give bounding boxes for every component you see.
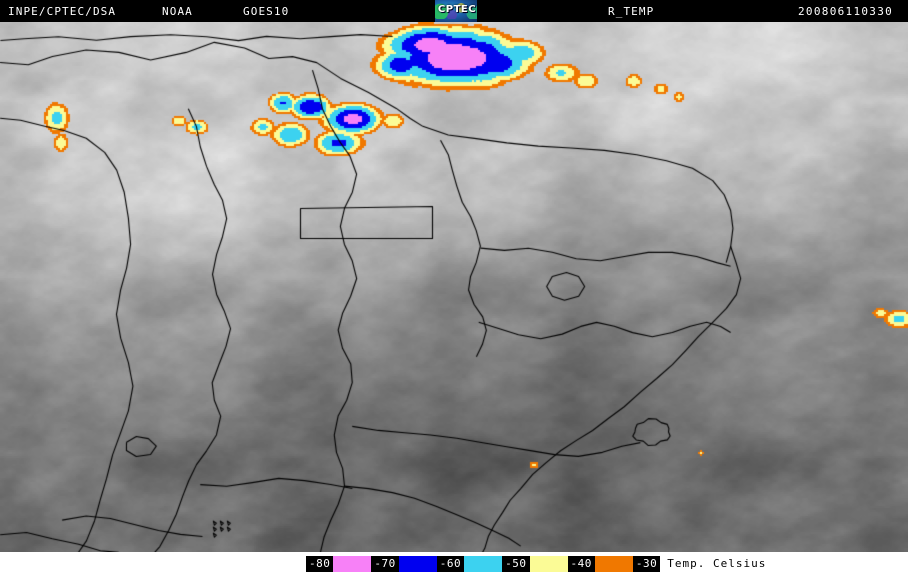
legend-swatch-blue [398, 556, 437, 572]
legend-swatch-violet [333, 556, 372, 572]
logo-text: CPTEC [437, 4, 477, 15]
satellite-image-canvas [0, 22, 908, 552]
legend-tick: -70 [371, 556, 399, 572]
legend-caption: Temp. Celsius [667, 557, 767, 570]
legend-swatch-orange [594, 556, 633, 572]
legend-tick: -50 [502, 556, 530, 572]
legend-swatch-yellow [529, 556, 568, 572]
legend-bar: -80 -70 -60 -50 -40 -30 Temp. Celsius [0, 552, 908, 575]
timestamp-label: 200806110330 [798, 5, 894, 18]
header-bar: INPE/CPTEC/DSA NOAA GOES10 R_TEMP 200806… [0, 0, 908, 22]
legend-tick: -80 [306, 556, 334, 572]
legend-swatch-cyan [464, 556, 503, 572]
cptec-globe-logo-icon: CPTEC [434, 0, 478, 22]
legend-tick: -40 [567, 556, 595, 572]
product-label: R_TEMP [608, 5, 655, 18]
satellite-label: GOES10 [243, 5, 290, 18]
legend-tick: -60 [436, 556, 465, 572]
legend-tick: -30 [632, 556, 661, 572]
institution-label: INPE/CPTEC/DSA [8, 5, 117, 18]
infrared-image [0, 22, 908, 552]
temperature-colorbar: -80 -70 -60 -50 -40 -30 Temp. Celsius [306, 556, 766, 572]
agency-label: NOAA [162, 5, 193, 18]
